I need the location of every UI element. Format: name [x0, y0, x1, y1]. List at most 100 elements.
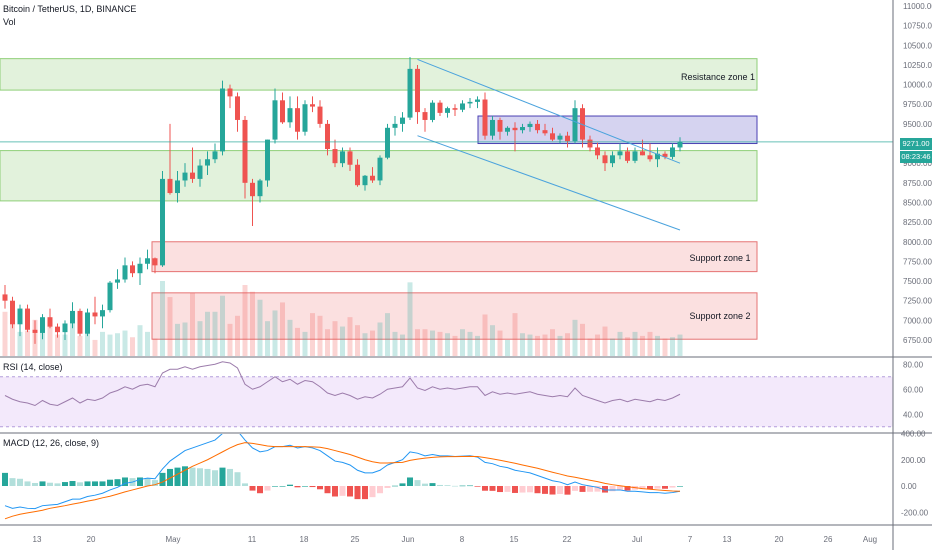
- candle-body: [212, 151, 218, 160]
- candle-body: [145, 258, 150, 264]
- macd-histogram-bar: [219, 467, 226, 486]
- macd-histogram-bar: [69, 481, 76, 486]
- rsi-label: RSI (14, close): [3, 362, 63, 372]
- price-tick-label: 7000.00: [903, 316, 932, 325]
- candle-body: [392, 123, 398, 128]
- candle-body: [55, 326, 60, 333]
- candle-body: [452, 108, 458, 110]
- volume-bar: [92, 339, 98, 356]
- time-tick-label: 25: [351, 535, 360, 544]
- volume-bar: [610, 338, 615, 356]
- volume-bar: [227, 323, 233, 356]
- candle-body: [32, 329, 38, 333]
- trendlines-layer: [0, 58, 893, 231]
- macd-histogram-bar: [242, 483, 248, 486]
- candle-body: [10, 300, 15, 325]
- volume-bar: [100, 331, 105, 356]
- candle-body: [542, 130, 548, 134]
- candle-body: [505, 127, 510, 132]
- macd-histogram-bar: [662, 486, 668, 489]
- macd-label: MACD (12, 26, close, 9): [3, 438, 100, 448]
- candle-body: [17, 308, 23, 325]
- channel-top-line: [417, 58, 681, 164]
- macd-histogram-bar: [302, 486, 308, 487]
- price-tick-label: 11000.00: [903, 2, 932, 11]
- candle-body: [355, 164, 360, 186]
- symbol-title: Bitcoin / TetherUS, 1D, BINANCE: [3, 4, 137, 14]
- macd-histogram-bar: [489, 486, 496, 491]
- macd-histogram-bar: [212, 470, 218, 486]
- candle-body: [422, 112, 428, 120]
- support-zone-1-label: Support zone 1: [689, 253, 750, 263]
- time-tick-label: 18: [300, 535, 309, 544]
- macd-histogram-bar: [354, 486, 361, 500]
- candles-layer: [2, 57, 683, 344]
- candle-body: [340, 151, 345, 164]
- candle-body: [407, 68, 413, 118]
- volume-bar: [85, 329, 90, 356]
- consolidation-range-box: [477, 115, 758, 145]
- volume-bar: [115, 333, 120, 356]
- macd-histogram-bar: [347, 486, 353, 497]
- macd-histogram-bar: [227, 468, 233, 486]
- volume-bar: [77, 335, 83, 356]
- time-tick-label: Aug: [863, 535, 877, 544]
- candle-body: [40, 317, 45, 333]
- candle-body: [482, 99, 488, 136]
- volume-bar: [17, 331, 23, 356]
- candle-body: [70, 310, 75, 324]
- price-tick-label: 8250.00: [903, 218, 932, 227]
- volume-bar: [295, 327, 300, 356]
- volume-bar: [677, 334, 683, 356]
- candle-body: [385, 127, 390, 158]
- volume-bar: [572, 319, 578, 356]
- volume-bar: [392, 331, 398, 356]
- volume-bar: [70, 323, 75, 356]
- macd-histogram-bar: [294, 486, 301, 488]
- candle-body: [167, 178, 173, 194]
- candle-body: [227, 88, 233, 97]
- candle-body: [520, 127, 525, 131]
- volume-bar: [512, 313, 518, 356]
- candle-body: [677, 141, 683, 148]
- time-tick-label: 26: [824, 535, 833, 544]
- volume-bar: [250, 291, 255, 356]
- volume-bar: [467, 331, 473, 356]
- volume-bar: [587, 338, 593, 356]
- candle-body: [512, 127, 518, 131]
- volume-bar: [422, 329, 428, 356]
- candle-body: [362, 175, 368, 186]
- volume-bar: [647, 331, 653, 356]
- volume-bar: [370, 330, 375, 356]
- macd-histogram-bar: [534, 486, 541, 494]
- volume-bar: [385, 313, 390, 356]
- macd-histogram-bar: [32, 482, 38, 486]
- macd-histogram-bar: [174, 467, 181, 486]
- macd-histogram-bar: [99, 481, 106, 486]
- volume-bar: [332, 321, 338, 356]
- macd-histogram-bar: [527, 486, 533, 493]
- macd-histogram-bar: [392, 485, 398, 487]
- volume-bar: [625, 337, 630, 356]
- volume-bar: [310, 313, 315, 356]
- candle-body: [310, 104, 315, 107]
- candle-body: [332, 149, 338, 164]
- volume-bar: [175, 323, 180, 356]
- volume-bar: [212, 311, 218, 356]
- macd-histogram-bar: [324, 486, 331, 494]
- candle-body: [445, 108, 450, 113]
- candle-body: [287, 108, 293, 123]
- macd-histogram-bar: [39, 481, 46, 486]
- time-tick-label: 13: [33, 535, 42, 544]
- macd-histogram-bar: [429, 483, 436, 486]
- volume-bar: [490, 325, 495, 356]
- volume-bar: [145, 331, 150, 356]
- volume-bar: [445, 333, 450, 356]
- candle-body: [370, 175, 375, 181]
- time-tick-label: Jun: [402, 535, 415, 544]
- macd-histogram-bar: [234, 472, 241, 486]
- candle-body: [595, 147, 600, 156]
- macd-histogram-bar: [437, 484, 443, 486]
- rsi-tick-label: 40.00: [903, 410, 924, 419]
